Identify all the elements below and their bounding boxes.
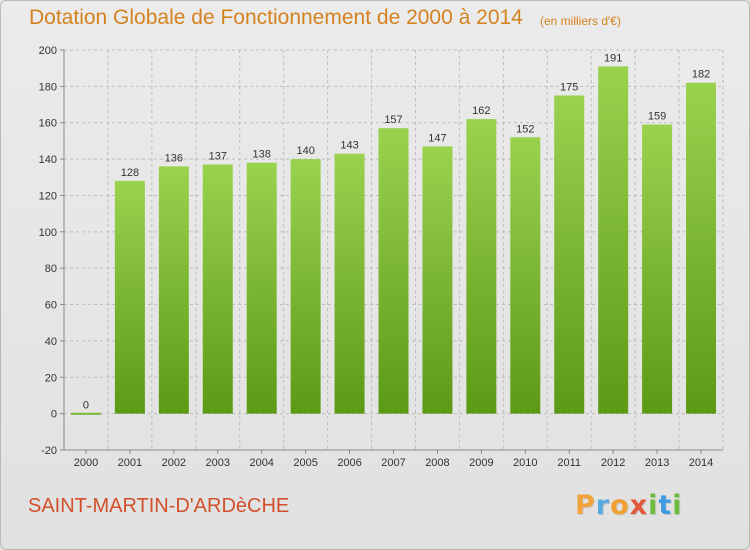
x-tick-label-2009: 2009: [469, 457, 493, 469]
value-label-2010: 152: [516, 123, 534, 135]
y-tick-label: 120: [39, 190, 57, 202]
logo-letter: r: [595, 490, 611, 521]
x-tick-label-2010: 2010: [513, 457, 537, 469]
x-tick-label-2006: 2006: [337, 457, 361, 469]
proxiti-logo[interactable]: Proxiti: [575, 490, 683, 521]
y-tick-label: 60: [45, 300, 57, 312]
value-label-2014: 182: [692, 69, 710, 81]
bar-2010: [510, 137, 541, 414]
y-tick-label: 20: [45, 372, 57, 384]
y-tick-label: 140: [39, 154, 57, 166]
axis-layer: -20 0 20 40 60 80 100 120 140 160 180 200 2000 2001 20…: [39, 45, 723, 469]
logo-letter: o: [610, 490, 630, 521]
value-label-2012: 191: [604, 52, 622, 64]
bar-layer: [70, 66, 717, 415]
x-tick-label-2003: 2003: [206, 457, 230, 469]
bar-2004: [246, 162, 277, 414]
value-label-2003: 137: [209, 151, 227, 163]
bar-2005: [290, 159, 321, 414]
logo-letter: x: [629, 490, 649, 521]
value-label-2000: 0: [83, 400, 89, 412]
bar-2013: [642, 124, 673, 414]
value-label-2011: 175: [560, 81, 578, 93]
bar-2003: [202, 164, 233, 414]
bar-2014: [686, 82, 717, 414]
value-label-2009: 162: [472, 105, 490, 117]
bar-2001: [114, 180, 145, 414]
value-label-2006: 143: [340, 140, 358, 152]
x-tick-label-2002: 2002: [162, 457, 186, 469]
bar-2007: [378, 128, 409, 414]
y-tick-label: 100: [39, 227, 57, 239]
value-label-2004: 138: [253, 149, 271, 161]
x-tick-label-2007: 2007: [381, 457, 405, 469]
y-tick-label: -20: [41, 445, 57, 457]
bar-2008: [422, 146, 453, 414]
value-label-2007: 157: [384, 114, 402, 126]
x-tick-label-2012: 2012: [601, 457, 625, 469]
y-tick-label: 180: [39, 81, 57, 93]
x-tick-label-2014: 2014: [689, 457, 713, 469]
x-tick-label-2013: 2013: [645, 457, 669, 469]
bar-2011: [554, 95, 585, 414]
y-tick-label: 0: [51, 409, 57, 421]
bar-2012: [598, 66, 629, 414]
x-tick-label-2005: 2005: [293, 457, 317, 469]
y-tick-label: 40: [45, 336, 57, 348]
value-label-2002: 136: [165, 152, 183, 164]
value-label-2001: 128: [121, 167, 139, 179]
bar-2000: [70, 412, 101, 415]
bar-2002: [158, 166, 189, 414]
x-tick-label-2001: 2001: [118, 457, 142, 469]
x-tick-label-2011: 2011: [557, 457, 581, 469]
logo-letter: P: [575, 490, 596, 521]
x-tick-label-2008: 2008: [425, 457, 449, 469]
x-tick-label-2004: 2004: [249, 457, 273, 469]
value-label-2013: 159: [648, 111, 666, 123]
value-label-2005: 140: [296, 145, 314, 157]
commune-name: SAINT-MARTIN-D'ARDèCHE: [28, 495, 290, 517]
bar-2009: [466, 119, 497, 414]
logo-letter: t: [658, 490, 673, 521]
chart-title: Dotation Globale de Fonctionnement de 20…: [29, 6, 523, 29]
x-tick-label-2000: 2000: [74, 457, 98, 469]
logo-letter: i: [648, 490, 659, 521]
logo-letter: i: [672, 490, 683, 521]
y-tick-label: 160: [39, 118, 57, 130]
chart-unit-note: (en milliers d'€): [540, 14, 621, 28]
bar-2006: [334, 153, 365, 414]
label-layer: 0 128 136 137 138 140 143 157 147 162 152 175 191 159…: [83, 52, 710, 411]
y-tick-label: 200: [39, 45, 57, 57]
value-label-2008: 147: [428, 132, 446, 144]
y-tick-label: 80: [45, 263, 57, 275]
